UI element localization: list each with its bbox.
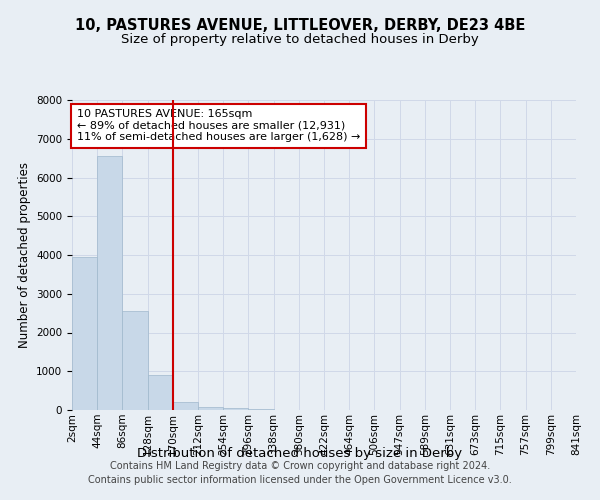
Text: Contains HM Land Registry data © Crown copyright and database right 2024.
Contai: Contains HM Land Registry data © Crown c… <box>88 461 512 485</box>
Y-axis label: Number of detached properties: Number of detached properties <box>17 162 31 348</box>
Text: Distribution of detached houses by size in Derby: Distribution of detached houses by size … <box>137 448 463 460</box>
Bar <box>173 402 198 410</box>
Bar <box>198 407 223 410</box>
Bar <box>248 409 274 410</box>
Bar <box>122 311 148 410</box>
Text: 10 PASTURES AVENUE: 165sqm
← 89% of detached houses are smaller (12,931)
11% of : 10 PASTURES AVENUE: 165sqm ← 89% of deta… <box>77 110 361 142</box>
Bar <box>97 156 122 410</box>
Bar <box>72 257 97 410</box>
Bar <box>148 375 173 410</box>
Text: 10, PASTURES AVENUE, LITTLEOVER, DERBY, DE23 4BE: 10, PASTURES AVENUE, LITTLEOVER, DERBY, … <box>75 18 525 32</box>
Text: Size of property relative to detached houses in Derby: Size of property relative to detached ho… <box>121 32 479 46</box>
Bar <box>223 408 248 410</box>
